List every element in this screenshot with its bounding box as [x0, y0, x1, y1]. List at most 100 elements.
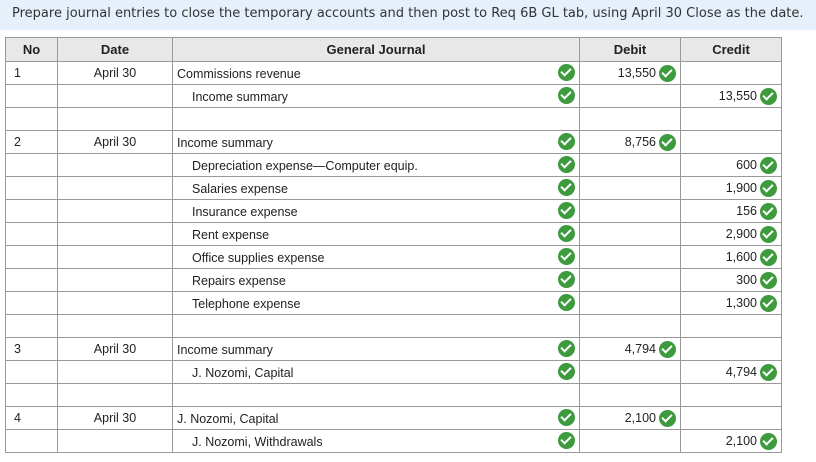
- entry-number: [5, 429, 58, 453]
- entry-number: [5, 222, 58, 246]
- credit-amount: 1,900: [725, 181, 757, 195]
- account-cell[interactable]: Commissions revenue: [172, 61, 580, 85]
- blank-cell[interactable]: [57, 314, 173, 338]
- instructions-banner: Prepare journal entries to close the tem…: [0, 0, 816, 30]
- debit-cell[interactable]: [579, 84, 681, 108]
- credit-cell[interactable]: [680, 130, 782, 154]
- debit-cell[interactable]: 2,100: [579, 406, 681, 430]
- blank-cell[interactable]: [680, 314, 782, 338]
- account-name: J. Nozomi, Capital: [192, 366, 294, 380]
- credit-amount: 156: [736, 204, 757, 218]
- blank-cell[interactable]: [172, 107, 580, 131]
- debit-cell[interactable]: 4,794: [579, 337, 681, 361]
- account-name: Income summary: [177, 136, 273, 150]
- account-cell[interactable]: J. Nozomi, Capital: [172, 360, 580, 384]
- credit-cell[interactable]: 2,900: [680, 222, 782, 246]
- debit-cell[interactable]: [579, 176, 681, 200]
- correct-check-icon: [659, 133, 676, 151]
- debit-cell[interactable]: 8,756: [579, 130, 681, 154]
- blank-cell[interactable]: [57, 107, 173, 131]
- account-cell[interactable]: Salaries expense: [172, 176, 580, 200]
- debit-cell[interactable]: 13,550: [579, 61, 681, 85]
- debit-cell[interactable]: [579, 245, 681, 269]
- entry-date[interactable]: April 30: [57, 130, 173, 154]
- journal-row: Rent expense 2,900: [5, 222, 782, 246]
- blank-cell[interactable]: [5, 314, 58, 338]
- debit-cell[interactable]: [579, 153, 681, 177]
- credit-cell[interactable]: 1,600: [680, 245, 782, 269]
- entry-date[interactable]: [57, 153, 173, 177]
- account-cell[interactable]: Telephone expense: [172, 291, 580, 315]
- account-name: Telephone expense: [192, 297, 301, 311]
- entry-number: [5, 245, 58, 269]
- credit-amount: 2,900: [725, 227, 757, 241]
- blank-cell[interactable]: [57, 383, 173, 407]
- entry-date[interactable]: [57, 291, 173, 315]
- credit-amount: 1,300: [725, 296, 757, 310]
- credit-amount: 300: [736, 273, 757, 287]
- credit-cell[interactable]: 13,550: [680, 84, 782, 108]
- account-cell[interactable]: Depreciation expense—Computer equip.: [172, 153, 580, 177]
- entry-date[interactable]: [57, 176, 173, 200]
- account-cell[interactable]: J. Nozomi, Withdrawals: [172, 429, 580, 453]
- credit-cell[interactable]: 2,100: [680, 429, 782, 453]
- blank-cell[interactable]: [172, 314, 580, 338]
- entry-date[interactable]: April 30: [57, 337, 173, 361]
- credit-cell[interactable]: 600: [680, 153, 782, 177]
- debit-amount: 4,794: [624, 342, 656, 356]
- entry-date[interactable]: [57, 429, 173, 453]
- credit-amount: 4,794: [725, 365, 757, 379]
- credit-cell[interactable]: [680, 337, 782, 361]
- credit-cell[interactable]: 156: [680, 199, 782, 223]
- entry-date[interactable]: [57, 84, 173, 108]
- entry-date[interactable]: [57, 360, 173, 384]
- account-cell[interactable]: Income summary: [172, 84, 580, 108]
- credit-cell[interactable]: [680, 406, 782, 430]
- debit-cell[interactable]: [579, 360, 681, 384]
- blank-cell[interactable]: [5, 107, 58, 131]
- blank-cell[interactable]: [680, 107, 782, 131]
- blank-cell[interactable]: [172, 383, 580, 407]
- account-cell[interactable]: Repairs expense: [172, 268, 580, 292]
- header-credit: Credit: [680, 37, 782, 62]
- account-name: Insurance expense: [192, 205, 298, 219]
- credit-amount: 600: [736, 158, 757, 172]
- blank-cell[interactable]: [579, 107, 681, 131]
- header-row: No Date General Journal Debit Credit: [5, 37, 782, 62]
- debit-cell[interactable]: [579, 429, 681, 453]
- credit-cell[interactable]: 4,794: [680, 360, 782, 384]
- correct-check-icon: [760, 432, 777, 450]
- credit-amount: 2,100: [725, 434, 757, 448]
- credit-cell[interactable]: [680, 61, 782, 85]
- debit-cell[interactable]: [579, 199, 681, 223]
- blank-cell[interactable]: [579, 314, 681, 338]
- blank-cell[interactable]: [5, 383, 58, 407]
- debit-cell[interactable]: [579, 268, 681, 292]
- entry-date[interactable]: [57, 199, 173, 223]
- correct-check-icon: [760, 271, 777, 289]
- credit-cell[interactable]: 1,900: [680, 176, 782, 200]
- correct-check-icon: [558, 156, 575, 173]
- entry-date[interactable]: [57, 268, 173, 292]
- entry-date[interactable]: April 30: [57, 406, 173, 430]
- blank-cell[interactable]: [680, 383, 782, 407]
- entry-date[interactable]: April 30: [57, 61, 173, 85]
- entry-date[interactable]: [57, 222, 173, 246]
- entry-number: 1: [5, 61, 58, 85]
- journal-table: No Date General Journal Debit Credit 1 Ap…: [5, 37, 782, 453]
- credit-cell[interactable]: 300: [680, 268, 782, 292]
- credit-amount: 13,550: [718, 89, 757, 103]
- blank-cell[interactable]: [579, 383, 681, 407]
- entry-number: 4: [5, 406, 58, 430]
- account-cell[interactable]: Office supplies expense: [172, 245, 580, 269]
- credit-cell[interactable]: 1,300: [680, 291, 782, 315]
- account-cell[interactable]: Rent expense: [172, 222, 580, 246]
- account-cell[interactable]: J. Nozomi, Capital: [172, 406, 580, 430]
- debit-cell[interactable]: [579, 291, 681, 315]
- entry-date[interactable]: [57, 245, 173, 269]
- correct-check-icon: [558, 248, 575, 265]
- account-cell[interactable]: Income summary: [172, 130, 580, 154]
- account-cell[interactable]: Insurance expense: [172, 199, 580, 223]
- account-cell[interactable]: Income summary: [172, 337, 580, 361]
- debit-cell[interactable]: [579, 222, 681, 246]
